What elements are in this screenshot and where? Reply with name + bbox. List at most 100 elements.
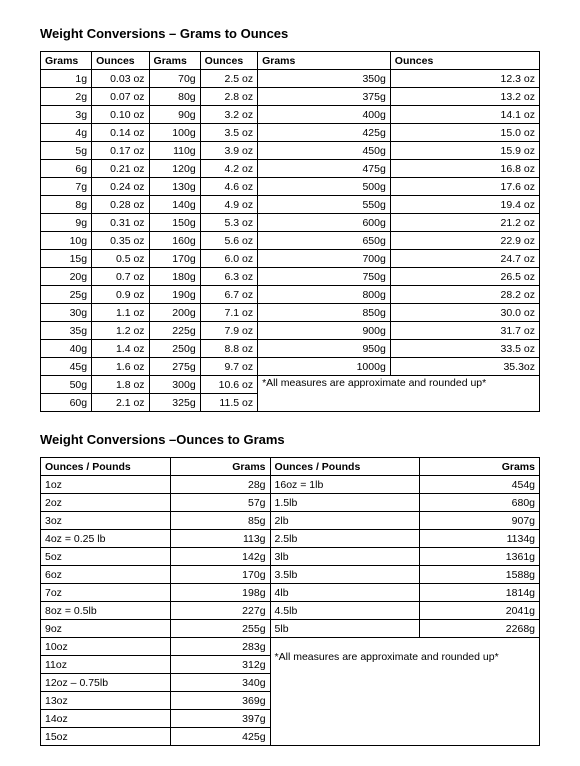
ounces-cell: 6.3 oz xyxy=(200,268,257,286)
grams-cell: 40g xyxy=(41,340,92,358)
grams-cell: 2g xyxy=(41,88,92,106)
grams-cell: 950g xyxy=(258,340,391,358)
column-header: Ounces xyxy=(390,52,539,70)
ounces-cell: 1.4 oz xyxy=(92,340,149,358)
grams-cell: 350g xyxy=(258,70,391,88)
ounces-cell: 17.6 oz xyxy=(390,178,539,196)
grams-cell: 2268g xyxy=(420,620,540,638)
table-row: 45g1.6 oz275g9.7 oz1000g35.3oz xyxy=(41,358,540,376)
table-row: 35g1.2 oz225g7.9 oz900g31.7 oz xyxy=(41,322,540,340)
ounces-cell: 2.1 oz xyxy=(92,394,149,412)
ounces-cell: 1oz xyxy=(41,476,171,494)
ounces-cell: 5lb xyxy=(270,620,420,638)
grams-cell: 80g xyxy=(149,88,200,106)
ounces-cell: 15oz xyxy=(41,728,171,746)
grams-cell: 200g xyxy=(149,304,200,322)
table-row: 3oz85g2lb907g xyxy=(41,512,540,530)
ounces-cell: 1.1 oz xyxy=(92,304,149,322)
ounces-cell: 19.4 oz xyxy=(390,196,539,214)
ounces-cell: 0.5 oz xyxy=(92,250,149,268)
ounces-cell: 0.07 oz xyxy=(92,88,149,106)
grams-cell: 750g xyxy=(258,268,391,286)
ounces-cell: 6.7 oz xyxy=(200,286,257,304)
grams-cell: 180g xyxy=(149,268,200,286)
ounces-cell: 4.9 oz xyxy=(200,196,257,214)
grams-cell: 255g xyxy=(170,620,270,638)
ounces-cell: 0.35 oz xyxy=(92,232,149,250)
grams-cell: 300g xyxy=(149,376,200,394)
ounces-cell: 3.5 oz xyxy=(200,124,257,142)
grams-cell: 312g xyxy=(170,656,270,674)
table-row: 6g0.21 oz120g4.2 oz475g16.8 oz xyxy=(41,160,540,178)
grams-cell: 25g xyxy=(41,286,92,304)
table-row: 9oz255g5lb2268g xyxy=(41,620,540,638)
grams-cell: 250g xyxy=(149,340,200,358)
column-header: Grams xyxy=(420,458,540,476)
grams-cell: 35g xyxy=(41,322,92,340)
ounces-cell: 10.6 oz xyxy=(200,376,257,394)
footnote: *All measures are approximate and rounde… xyxy=(270,638,539,746)
table-row: 5g0.17 oz110g3.9 oz450g15.9 oz xyxy=(41,142,540,160)
grams-cell: 1134g xyxy=(420,530,540,548)
grams-cell: 340g xyxy=(170,674,270,692)
ounces-cell: 28.2 oz xyxy=(390,286,539,304)
grams-cell: 110g xyxy=(149,142,200,160)
ounces-cell: 0.9 oz xyxy=(92,286,149,304)
ounces-cell: 7.1 oz xyxy=(200,304,257,322)
table-row: 6oz170g3.5lb1588g xyxy=(41,566,540,584)
grams-cell: 1361g xyxy=(420,548,540,566)
column-header: Grams xyxy=(41,52,92,70)
ounces-cell: 3.5lb xyxy=(270,566,420,584)
ounces-cell: 0.24 oz xyxy=(92,178,149,196)
grams-cell: 57g xyxy=(170,494,270,512)
ounces-cell: 0.03 oz xyxy=(92,70,149,88)
ounces-cell: 26.5 oz xyxy=(390,268,539,286)
grams-cell: 900g xyxy=(258,322,391,340)
ounces-cell: 7oz xyxy=(41,584,171,602)
grams-cell: 140g xyxy=(149,196,200,214)
ounces-cell: 9oz xyxy=(41,620,171,638)
column-header: Ounces xyxy=(200,52,257,70)
grams-cell: 70g xyxy=(149,70,200,88)
grams-cell: 190g xyxy=(149,286,200,304)
ounces-cell: 15.9 oz xyxy=(390,142,539,160)
grams-cell: 90g xyxy=(149,106,200,124)
grams-cell: 800g xyxy=(258,286,391,304)
column-header: Ounces / Pounds xyxy=(41,458,171,476)
grams-cell: 550g xyxy=(258,196,391,214)
grams-cell: 113g xyxy=(170,530,270,548)
table-row: 50g1.8 oz300g10.6 oz*All measures are ap… xyxy=(41,376,540,394)
ounces-cell: 0.31 oz xyxy=(92,214,149,232)
grams-cell: 20g xyxy=(41,268,92,286)
table-row: 7oz198g4lb1814g xyxy=(41,584,540,602)
ounces-cell: 5.6 oz xyxy=(200,232,257,250)
ounces-cell: 7.9 oz xyxy=(200,322,257,340)
ounces-cell: 3lb xyxy=(270,548,420,566)
ounces-cell: 10oz xyxy=(41,638,171,656)
ounces-cell: 5.3 oz xyxy=(200,214,257,232)
ounces-cell: 33.5 oz xyxy=(390,340,539,358)
column-header: Grams xyxy=(170,458,270,476)
ounces-cell: 6oz xyxy=(41,566,171,584)
ounces-cell: 0.17 oz xyxy=(92,142,149,160)
table-row: 1g0.03 oz70g2.5 oz350g12.3 oz xyxy=(41,70,540,88)
grams-cell: 130g xyxy=(149,178,200,196)
grams-cell: 225g xyxy=(149,322,200,340)
grams-cell: 3g xyxy=(41,106,92,124)
grams-cell: 28g xyxy=(170,476,270,494)
grams-cell: 454g xyxy=(420,476,540,494)
table-row: 25g0.9 oz190g6.7 oz800g28.2 oz xyxy=(41,286,540,304)
grams-cell: 170g xyxy=(170,566,270,584)
ounces-cell: 14oz xyxy=(41,710,171,728)
ounces-cell: 22.9 oz xyxy=(390,232,539,250)
table-row: 30g1.1 oz200g7.1 oz850g30.0 oz xyxy=(41,304,540,322)
title-ounces-to-grams: Weight Conversions –Ounces to Grams xyxy=(40,432,540,447)
ounces-cell: 8.8 oz xyxy=(200,340,257,358)
ounces-cell: 15.0 oz xyxy=(390,124,539,142)
ounces-cell: 2.5lb xyxy=(270,530,420,548)
grams-cell: 680g xyxy=(420,494,540,512)
grams-cell: 700g xyxy=(258,250,391,268)
grams-cell: 500g xyxy=(258,178,391,196)
grams-cell: 30g xyxy=(41,304,92,322)
ounces-cell: 1.6 oz xyxy=(92,358,149,376)
